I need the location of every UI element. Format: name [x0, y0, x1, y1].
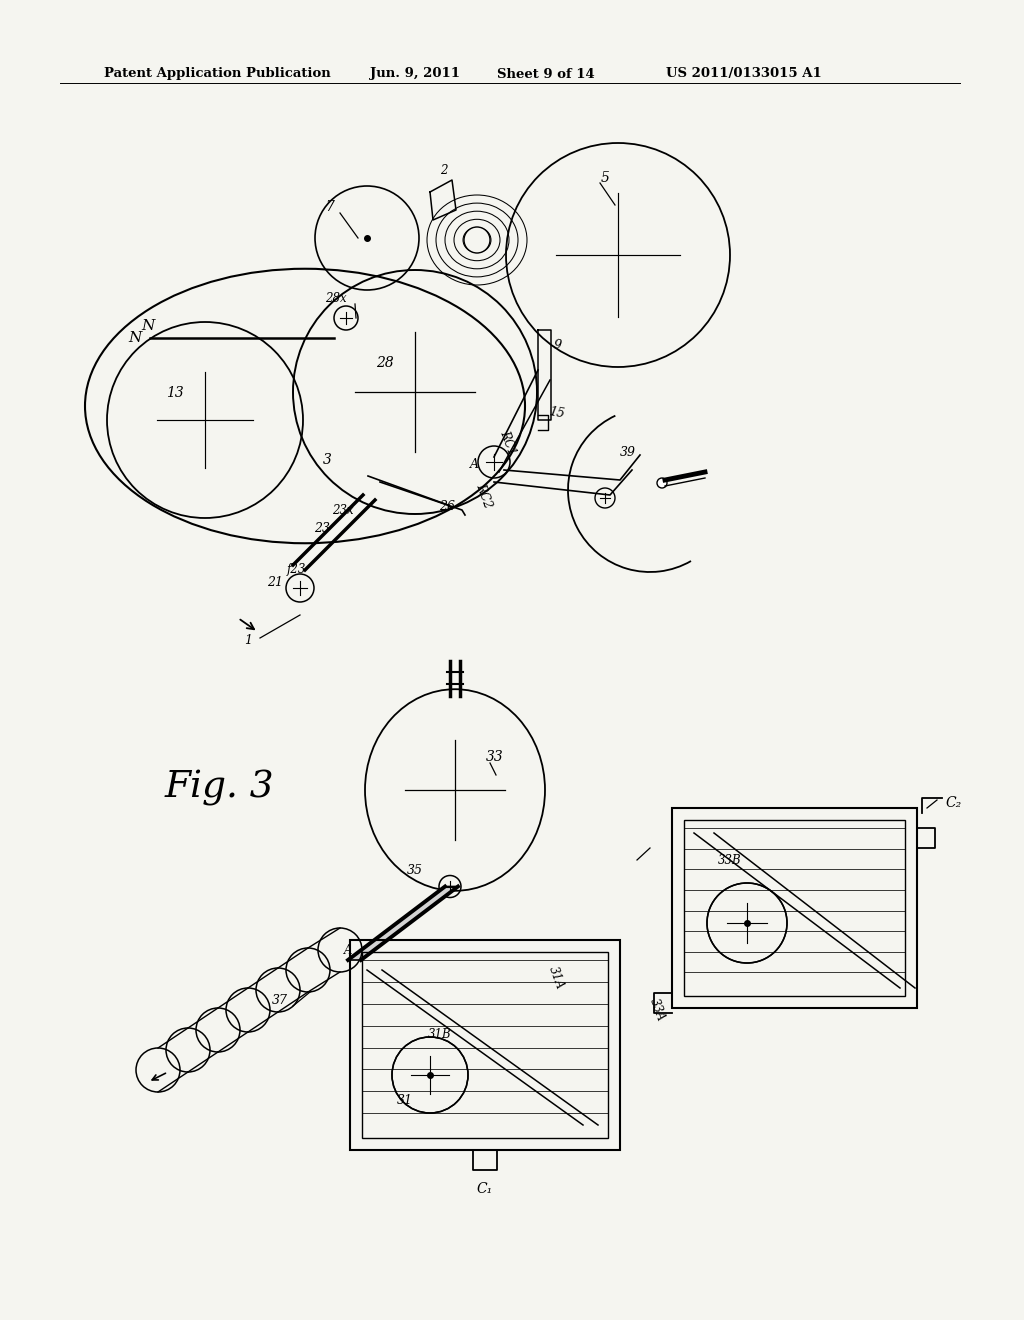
Text: A: A — [469, 458, 478, 470]
Text: US 2011/0133015 A1: US 2011/0133015 A1 — [666, 67, 821, 81]
Text: Fig. 3: Fig. 3 — [165, 770, 274, 807]
Text: 7: 7 — [326, 201, 335, 214]
Text: N: N — [129, 331, 142, 345]
Text: 3: 3 — [323, 453, 332, 467]
Text: 9: 9 — [552, 338, 562, 352]
Text: Jun. 9, 2011: Jun. 9, 2011 — [370, 67, 460, 81]
Text: RC1: RC1 — [498, 429, 518, 457]
Text: 33A: 33A — [647, 997, 667, 1023]
Polygon shape — [348, 887, 458, 960]
Text: 5: 5 — [600, 172, 609, 185]
Text: 35: 35 — [407, 863, 423, 876]
Text: 28x: 28x — [326, 292, 347, 305]
Text: C₁: C₁ — [477, 1181, 494, 1196]
Circle shape — [657, 478, 667, 488]
Text: 13: 13 — [166, 385, 184, 400]
Text: 31: 31 — [397, 1093, 413, 1106]
Text: 31A: 31A — [546, 965, 566, 991]
Text: 33B: 33B — [718, 854, 741, 866]
Bar — [362, 952, 608, 1138]
Text: 1: 1 — [244, 634, 252, 647]
Text: 23: 23 — [314, 521, 330, 535]
Text: 31B: 31B — [428, 1028, 452, 1041]
Text: 26: 26 — [439, 499, 455, 512]
Text: 15: 15 — [548, 405, 566, 421]
Circle shape — [464, 227, 490, 253]
Text: 28: 28 — [376, 356, 394, 370]
Text: C₂: C₂ — [945, 796, 962, 810]
Bar — [684, 820, 905, 997]
Text: Patent Application Publication: Patent Application Publication — [104, 67, 331, 81]
Text: A: A — [344, 944, 352, 957]
Text: 39: 39 — [620, 446, 636, 459]
Text: 23x: 23x — [332, 503, 354, 516]
Bar — [350, 940, 620, 1150]
Text: Sheet 9 of 14: Sheet 9 of 14 — [497, 67, 595, 81]
Text: 37: 37 — [272, 994, 288, 1006]
Text: 21: 21 — [267, 576, 283, 589]
Text: f23: f23 — [287, 564, 306, 577]
Bar — [672, 808, 918, 1008]
Text: RC2: RC2 — [473, 482, 495, 510]
Text: N: N — [141, 319, 155, 333]
Text: 33: 33 — [486, 750, 504, 764]
Text: 2: 2 — [440, 164, 447, 177]
